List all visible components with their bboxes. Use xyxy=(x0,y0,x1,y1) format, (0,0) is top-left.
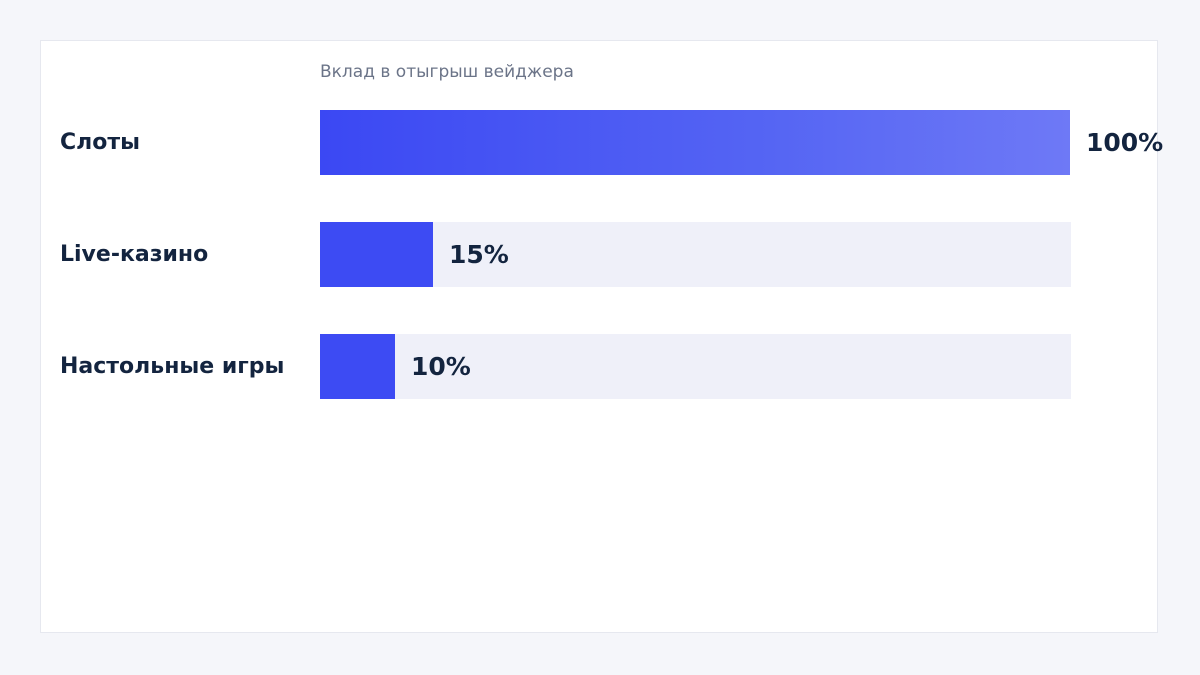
chart-subtitle: Вклад в отыгрыш вейджера xyxy=(320,62,574,82)
category-label: Live-казино xyxy=(60,242,209,267)
bar xyxy=(320,334,395,399)
bar-track xyxy=(320,222,1071,287)
category-label: Слоты xyxy=(60,130,141,155)
value-label: 100% xyxy=(1086,128,1164,157)
value-label: 10% xyxy=(411,352,471,381)
bar xyxy=(320,110,1070,175)
value-label: 15% xyxy=(449,240,509,269)
bar-track xyxy=(320,110,1071,175)
bar-track xyxy=(320,334,1071,399)
category-label: Настольные игры xyxy=(60,354,285,379)
bar xyxy=(320,222,433,287)
